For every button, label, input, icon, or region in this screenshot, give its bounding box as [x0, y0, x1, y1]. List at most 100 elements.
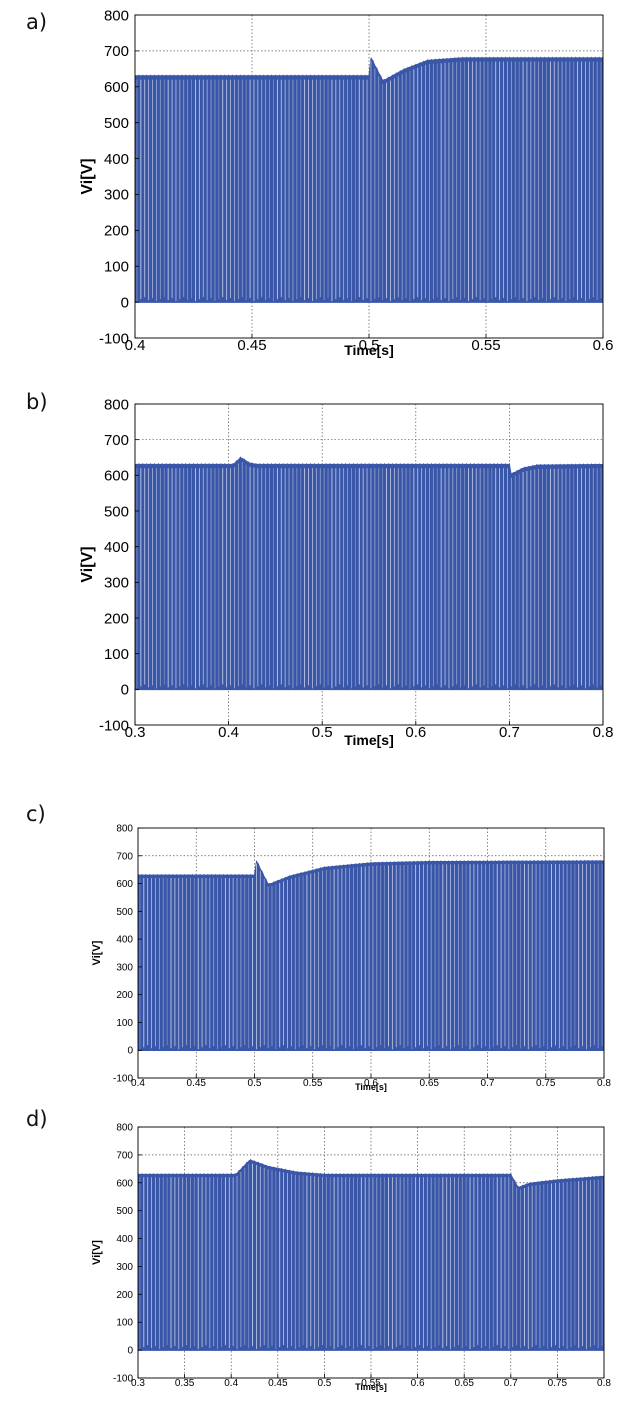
x-tick-label: 0.75 [548, 1378, 568, 1389]
panel-label: a) [26, 10, 48, 34]
x-tick-label: 0.55 [471, 337, 500, 354]
chart-d: -100 0 100 200 300 400 500 600 700 800 0.3 0.35 0.4 0… [91, 1123, 611, 1393]
y-tick-label: 300 [116, 1262, 133, 1273]
x-tick-label: 0.7 [481, 1078, 495, 1089]
y-tick-label: 200 [104, 223, 129, 240]
y-axis-label: Vi[V] [79, 158, 96, 194]
x-axis-label: Time[s] [355, 1382, 387, 1392]
x-axis-label: Time[s] [344, 732, 394, 748]
signal-envelope [134, 56, 604, 83]
y-tick-label: 600 [116, 1178, 133, 1189]
y-tick-label: 400 [104, 151, 129, 168]
x-tick-label: 0.7 [499, 724, 520, 741]
y-tick-label: 200 [116, 1290, 133, 1301]
x-tick-label: 0.5 [312, 724, 333, 741]
x-tick-label: 0.6 [411, 1378, 425, 1389]
chart-c: -100 0 100 200 300 400 500 600 700 800 0.4 0.45 0.5 0… [91, 824, 611, 1093]
y-tick-label: 800 [116, 824, 133, 835]
x-tick-label: 0.55 [303, 1078, 323, 1089]
y-tick-label: 100 [104, 258, 129, 275]
y-tick-label: 700 [104, 43, 129, 60]
y-tick-label: 700 [116, 1150, 133, 1161]
y-tick-label: 500 [104, 503, 129, 520]
panel-label: d) [26, 1107, 48, 1131]
signal-band [135, 56, 603, 303]
y-tick-label: 300 [116, 962, 133, 973]
x-tick-label: 0.5 [317, 1378, 331, 1389]
panel-a: a) -100 0 100 200 300 400 500 600 700 800 0.4 0.45 0… [0, 0, 626, 380]
y-tick-label: 0 [121, 294, 129, 311]
x-tick-label: 0.4 [218, 724, 239, 741]
x-tick-label: 0.4 [125, 337, 146, 354]
y-tick-label: 400 [116, 935, 133, 946]
x-tick-label: 0.4 [224, 1378, 238, 1389]
y-tick-label: -100 [99, 717, 129, 734]
panel-c: c) -100 0 100 200 300 400 500 600 700 800 0.4 0.45 0… [0, 790, 626, 1095]
y-tick-label: 200 [104, 610, 129, 627]
x-tick-label: 0.45 [268, 1378, 288, 1389]
x-axis-label: Time[s] [344, 342, 394, 358]
x-tick-label: 0.5 [359, 337, 380, 354]
signal-envelope [137, 1158, 605, 1189]
y-axis-label: Vi[V] [91, 1240, 103, 1265]
x-tick-label: 0.5 [248, 1078, 262, 1089]
x-tick-label: 0.45 [237, 337, 266, 354]
x-axis-label: Time[s] [355, 1082, 387, 1092]
panel-label: c) [26, 802, 46, 826]
x-tick-label: 0.6 [364, 1078, 378, 1089]
y-tick-label: 500 [104, 115, 129, 132]
x-tick-label: 0.45 [187, 1078, 207, 1089]
y-tick-label: 0 [127, 1046, 133, 1057]
y-tick-label: -100 [113, 1374, 133, 1385]
x-tick-label: 0.75 [536, 1078, 556, 1089]
y-tick-label: 0 [127, 1346, 133, 1357]
y-tick-label: 400 [116, 1234, 133, 1245]
y-tick-label: 200 [116, 990, 133, 1001]
x-tick-label: 0.3 [131, 1378, 145, 1389]
y-tick-label: 600 [104, 468, 129, 485]
panel-d: d) -100 0 100 200 300 400 500 600 700 800 0.3 0.35 0… [0, 1095, 626, 1405]
signal-band [135, 457, 603, 690]
y-tick-label: 100 [104, 646, 129, 663]
y-tick-label: 800 [104, 396, 129, 413]
signal-envelope [134, 456, 604, 478]
x-tick-label: 0.4 [131, 1078, 145, 1089]
y-tick-label: 800 [104, 7, 129, 24]
y-tick-label: 0 [121, 682, 129, 699]
x-tick-label: 0.55 [361, 1378, 381, 1389]
y-tick-label: 500 [116, 907, 133, 918]
y-tick-label: -100 [113, 1074, 133, 1085]
chart-a: -100 0 100 200 300 400 500 600 700 800 0.4 0.45 0.5 0… [79, 7, 614, 358]
panel-label: b) [26, 390, 48, 414]
panel-b: b) -100 0 100 200 300 400 500 600 700 800 0.3 0.4 0.… [0, 380, 626, 790]
signal-band [138, 1159, 604, 1351]
x-tick-label: 0.8 [597, 1378, 611, 1389]
y-tick-label: 400 [104, 539, 129, 556]
y-tick-label: 600 [104, 79, 129, 96]
y-tick-label: 700 [116, 851, 133, 862]
x-tick-label: 0.8 [593, 724, 614, 741]
y-tick-label: 500 [116, 1206, 133, 1217]
chart-b: -100 0 100 200 300 400 500 600 700 800 0.3 0.4 0.5 0.… [79, 396, 614, 748]
x-tick-label: 0.8 [597, 1078, 611, 1089]
x-tick-label: 0.3 [125, 724, 146, 741]
x-tick-label: 0.35 [175, 1378, 195, 1389]
y-axis-label: Vi[V] [79, 546, 96, 582]
y-tick-label: 300 [104, 575, 129, 592]
y-tick-label: -100 [99, 330, 129, 347]
x-tick-label: 0.65 [420, 1078, 440, 1089]
x-tick-label: 0.6 [593, 337, 614, 354]
x-tick-label: 0.6 [405, 724, 426, 741]
axes-frame [134, 403, 604, 726]
y-tick-label: 300 [104, 187, 129, 204]
y-tick-label: 700 [104, 432, 129, 449]
y-tick-label: 600 [116, 879, 133, 890]
x-tick-label: 0.65 [454, 1378, 474, 1389]
x-tick-label: 0.7 [504, 1378, 518, 1389]
y-tick-label: 100 [116, 1318, 133, 1329]
y-tick-label: 800 [116, 1123, 133, 1134]
signal-band [138, 860, 604, 1051]
signal-envelope [137, 859, 605, 886]
y-axis-label: Vi[V] [91, 940, 103, 965]
y-tick-label: 100 [116, 1018, 133, 1029]
